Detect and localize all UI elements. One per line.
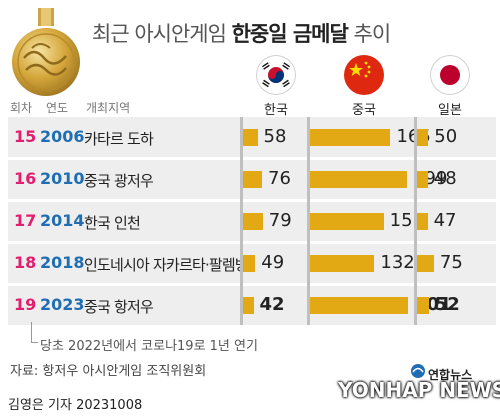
bar-korea — [243, 255, 256, 272]
value-label-china: 132 — [380, 252, 415, 273]
value-label-korea: 42 — [259, 294, 285, 315]
year-label: 2010 — [40, 169, 85, 188]
edition-number: 15 — [14, 127, 37, 146]
row-separator — [8, 200, 496, 202]
bar-china — [310, 213, 384, 230]
bar-china — [310, 255, 375, 272]
row-separator — [8, 284, 496, 286]
note-connector — [31, 322, 32, 342]
title-suffix: 추이 — [347, 22, 392, 46]
venue-label: 한국 인천 — [84, 214, 141, 232]
south-korea-flag-icon — [256, 55, 296, 95]
gold-medal-icon — [12, 8, 80, 96]
edition-number: 19 — [14, 295, 37, 314]
byline: 김영은 기자 20231008 — [8, 398, 143, 413]
value-label-japan: 50 — [434, 126, 458, 147]
year-label: 2018 — [40, 253, 85, 272]
bar-japan — [417, 129, 429, 146]
logo-korean: 연합뉴스 — [428, 368, 473, 382]
chart-title: 최근 아시안게임 한중일 금메달 추이 — [92, 18, 392, 48]
venue-label: 중국 광저우 — [84, 172, 154, 190]
year-label: 2014 — [40, 211, 85, 230]
title-prefix: 최근 아시안게임 — [92, 22, 232, 46]
value-label-korea: 58 — [263, 126, 287, 147]
value-label-japan: 47 — [433, 210, 457, 231]
note-connector-tick — [31, 342, 38, 343]
value-label-japan: 48 — [433, 168, 457, 189]
year-label: 2006 — [40, 127, 85, 146]
title-highlight: 한중일 금메달 — [231, 22, 349, 46]
country-label-china: 중국 — [352, 103, 376, 118]
source-text: 자료: 항저우 아시안게임 조직위원회 — [10, 364, 207, 379]
postponement-note: 당초 2022년에서 코로나19로 1년 연기 — [40, 339, 258, 354]
bar-korea — [243, 171, 262, 188]
value-label-korea: 49 — [261, 252, 285, 273]
row-separator — [8, 242, 496, 244]
yonhap-logo: 연합뉴스 YONHAP NEWS — [318, 360, 500, 410]
column-axis-japan — [414, 117, 417, 325]
bar-japan — [417, 297, 429, 314]
value-label-korea: 79 — [268, 210, 292, 231]
value-label-korea: 76 — [268, 168, 291, 189]
country-label-korea: 한국 — [264, 103, 288, 118]
bar-japan — [417, 255, 434, 272]
japan-flag-icon — [430, 55, 470, 95]
yonhap-emblem-icon — [411, 364, 425, 378]
header-venue: 개최지역 — [86, 101, 131, 115]
bar-china — [310, 171, 408, 188]
value-label-japan: 52 — [434, 294, 460, 315]
column-axis-korea — [240, 117, 243, 325]
venue-label: 중국 항저우 — [84, 298, 154, 316]
bar-korea — [243, 297, 254, 314]
bar-japan — [417, 213, 428, 230]
china-flag-icon — [344, 55, 384, 95]
edition-number: 17 — [14, 211, 37, 230]
bar-korea — [243, 129, 258, 146]
row-separator — [8, 158, 496, 160]
bar-korea — [243, 213, 263, 230]
edition-number: 18 — [14, 253, 37, 272]
country-label-japan: 일본 — [438, 103, 462, 118]
header-edition: 회차 — [10, 101, 33, 115]
logo-english: YONHAP NEWS — [338, 378, 500, 402]
venue-label: 인도네시아 자카르타·팔렘방 — [84, 256, 249, 274]
value-label-japan: 75 — [439, 252, 463, 273]
bar-china — [310, 297, 409, 314]
edition-number: 16 — [14, 169, 37, 188]
bar-china — [310, 129, 391, 146]
bar-japan — [417, 171, 428, 188]
venue-label: 카타르 도하 — [84, 130, 154, 148]
year-label: 2023 — [40, 295, 85, 314]
header-year: 연도 — [46, 101, 69, 115]
column-axis-china — [307, 117, 310, 325]
